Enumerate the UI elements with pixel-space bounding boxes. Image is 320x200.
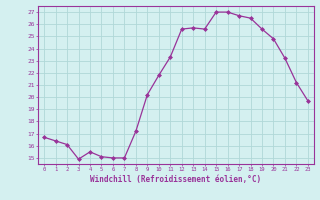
X-axis label: Windchill (Refroidissement éolien,°C): Windchill (Refroidissement éolien,°C) (91, 175, 261, 184)
